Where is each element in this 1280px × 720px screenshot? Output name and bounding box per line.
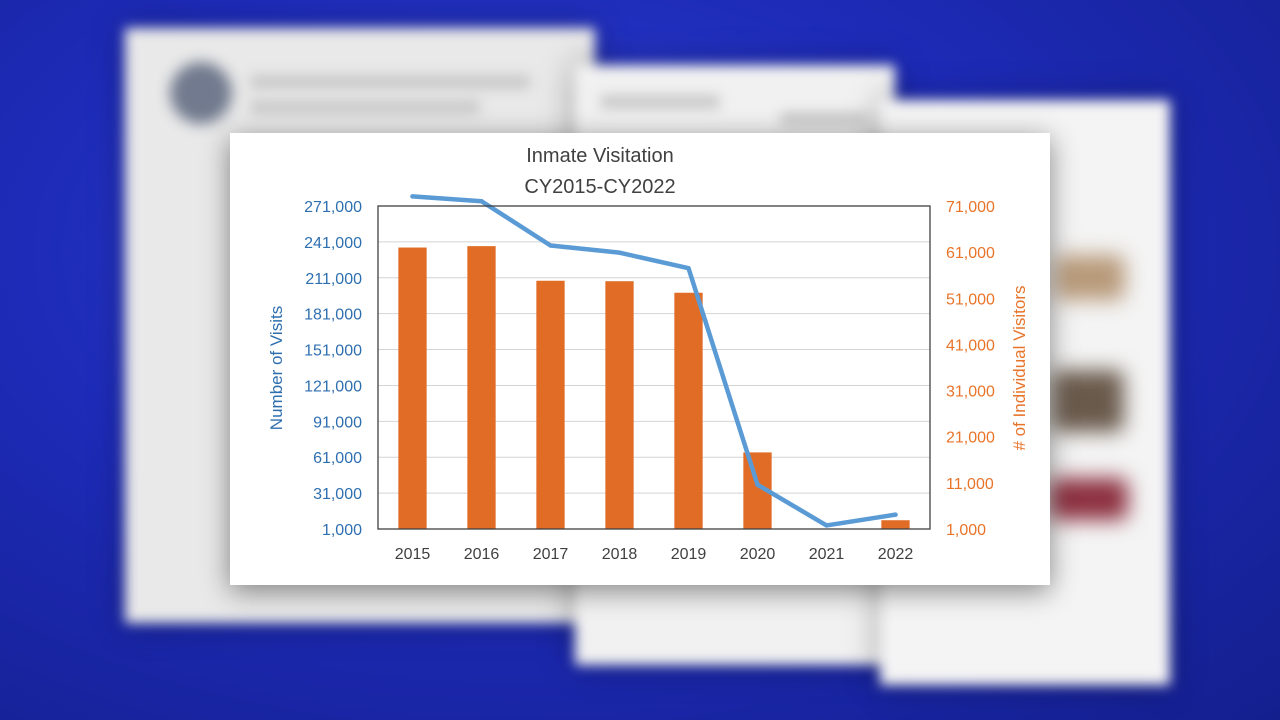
gridlines bbox=[378, 241, 930, 494]
visitor-bar bbox=[398, 247, 427, 529]
chart-card: Inmate Visitation CY2015-CY2022 271,000 2… bbox=[230, 133, 1050, 585]
x-tick-label: 2018 bbox=[602, 546, 638, 563]
visits-line-point bbox=[617, 250, 622, 255]
x-tick-label: 2015 bbox=[395, 546, 431, 563]
left-tick-label: 121,000 bbox=[304, 378, 362, 395]
left-tick-label: 271,000 bbox=[304, 199, 362, 216]
x-tick-label: 2019 bbox=[671, 546, 707, 563]
x-tick-label: 2021 bbox=[809, 546, 845, 563]
background-photo bbox=[1055, 255, 1125, 300]
visitor-bar bbox=[605, 281, 634, 529]
visitor-bar bbox=[467, 246, 496, 529]
left-tick-label: 211,000 bbox=[305, 271, 362, 288]
right-tick-label: 31,000 bbox=[946, 384, 995, 401]
visits-line-point bbox=[824, 523, 829, 528]
right-axis-ticks: 71,000 61,000 51,000 41,000 31,000 21,000 11,0… bbox=[946, 199, 995, 539]
x-tick-label: 2017 bbox=[533, 546, 569, 563]
left-tick-label: 181,000 bbox=[304, 307, 362, 324]
background-photo bbox=[1052, 370, 1124, 432]
left-tick-label: 61,000 bbox=[313, 450, 362, 467]
chart-subtitle: CY2015-CY2022 bbox=[524, 176, 675, 198]
visits-line-point bbox=[755, 482, 760, 487]
left-tick-label: 241,000 bbox=[304, 235, 362, 252]
right-tick-label: 21,000 bbox=[946, 430, 995, 447]
left-tick-label: 31,000 bbox=[313, 486, 362, 503]
right-tick-label: 11,000 bbox=[946, 476, 994, 493]
background-photo bbox=[1050, 478, 1128, 520]
visitor-bar bbox=[881, 520, 910, 529]
x-tick-label: 2016 bbox=[464, 546, 500, 563]
visitor-bar bbox=[536, 280, 565, 529]
visits-line-point bbox=[410, 194, 415, 199]
right-tick-label: 61,000 bbox=[946, 245, 995, 262]
left-axis-label: Number of Visits bbox=[267, 306, 286, 430]
visits-line-point bbox=[548, 243, 553, 248]
visits-line bbox=[410, 194, 898, 528]
x-tick-label: 2022 bbox=[878, 546, 914, 563]
x-tick-label: 2020 bbox=[740, 546, 776, 563]
visits-line-point bbox=[686, 266, 691, 271]
visits-line-point bbox=[893, 512, 898, 517]
visits-line-point bbox=[479, 199, 484, 204]
background-seal-icon bbox=[170, 62, 232, 124]
x-axis-ticks: 2015 2016 2017 2018 2019 2020 2021 2022 bbox=[395, 546, 914, 563]
right-tick-label: 41,000 bbox=[946, 337, 995, 354]
left-axis-ticks: 271,000 241,000 211,000 181,000 151,000 121,0… bbox=[304, 199, 362, 539]
background-text-line bbox=[250, 75, 530, 89]
left-tick-label: 1,000 bbox=[322, 522, 362, 539]
visitors-bars bbox=[398, 246, 910, 529]
right-tick-label: 71,000 bbox=[946, 199, 995, 216]
inmate-visitation-chart: Inmate Visitation CY2015-CY2022 271,0002… bbox=[267, 145, 1029, 563]
background-text-line bbox=[780, 112, 870, 126]
right-tick-label: 51,000 bbox=[946, 291, 995, 308]
visits-line-path bbox=[410, 194, 898, 528]
visitor-bar bbox=[674, 292, 703, 529]
background-text-line bbox=[600, 95, 720, 109]
plot-area-frame bbox=[377, 205, 931, 530]
left-tick-label: 91,000 bbox=[313, 414, 362, 431]
right-tick-label: 1,000 bbox=[946, 522, 986, 539]
background-text-line bbox=[250, 100, 480, 114]
left-tick-label: 151,000 bbox=[304, 343, 362, 360]
chart-title: Inmate Visitation bbox=[526, 145, 674, 167]
right-axis-label: # of Individual Visitors bbox=[1010, 285, 1029, 450]
